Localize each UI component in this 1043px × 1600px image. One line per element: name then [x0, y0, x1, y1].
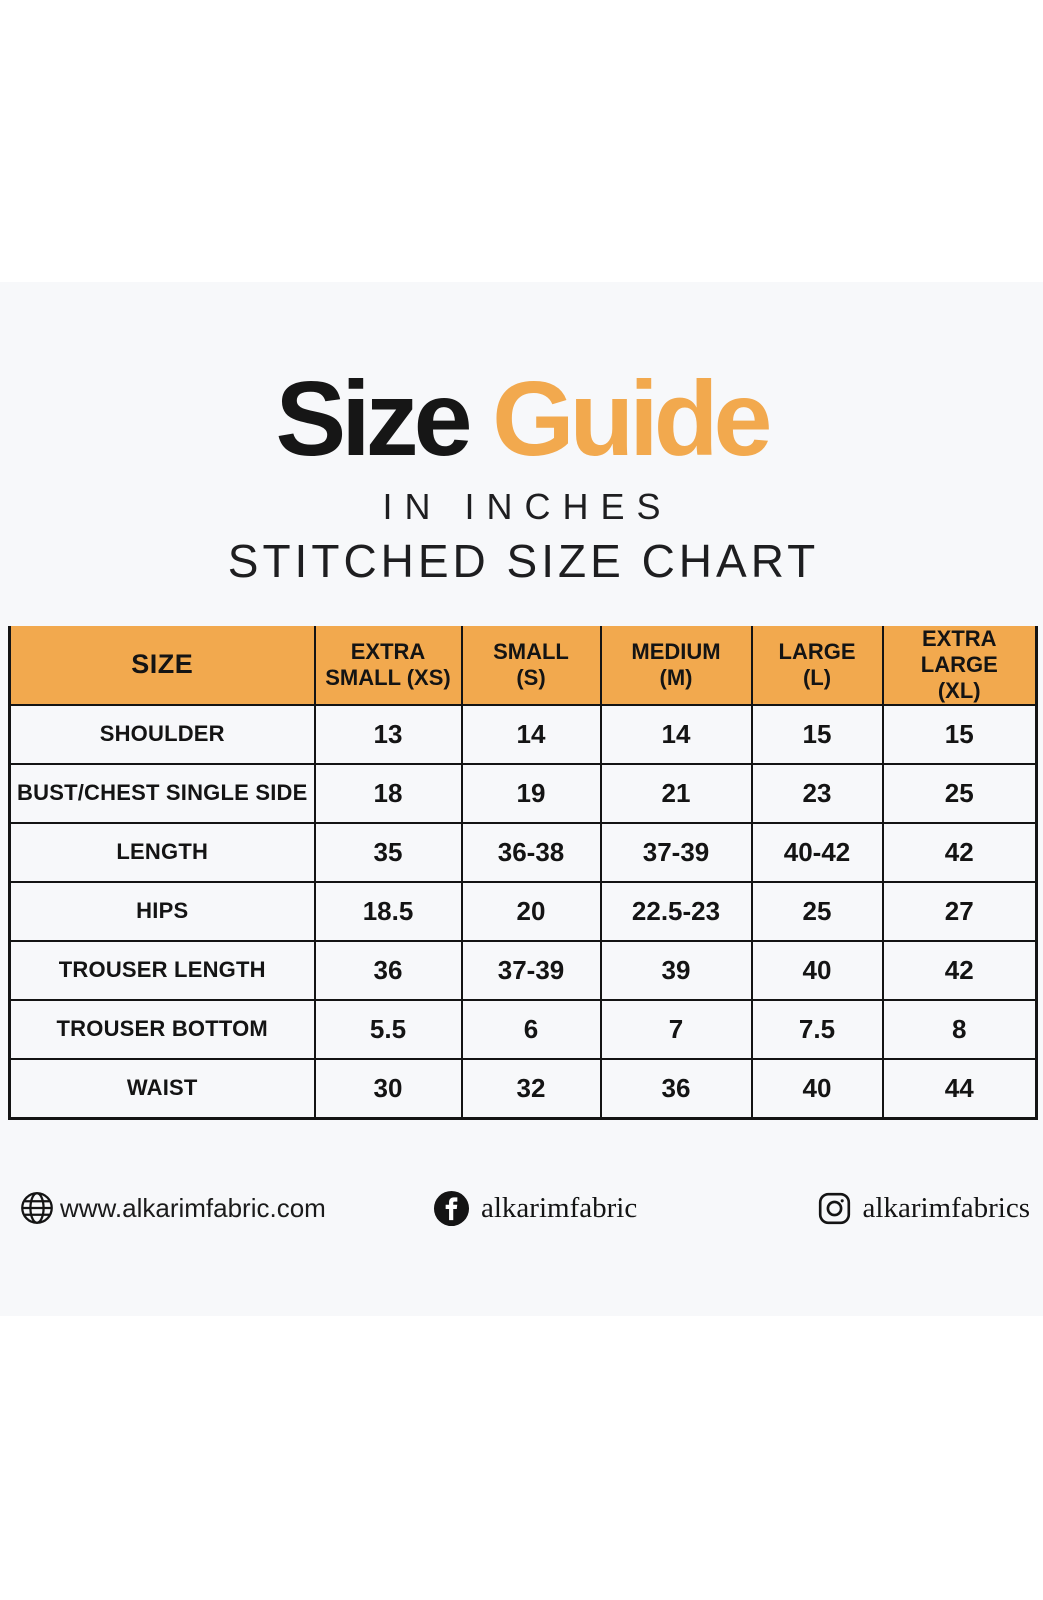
facebook-handle: alkarimfabric	[481, 1191, 638, 1224]
cell-value: 37-39	[460, 939, 602, 1001]
row-label: WAIST	[8, 1057, 316, 1120]
size-guide-poster: Size Guide IN INCHES STITCHED SIZE CHART…	[0, 282, 1043, 1316]
facebook-icon	[433, 1190, 470, 1226]
cell-value: 30	[313, 1057, 463, 1120]
table-row-trouser-length: TROUSER LENGTH 36 37-39 39 40 42	[8, 939, 1038, 1001]
col-header-medium: MEDIUM (M)	[599, 626, 753, 706]
instagram-icon	[818, 1192, 850, 1224]
cell-value: 5.5	[313, 998, 463, 1060]
cell-value: 21	[599, 762, 753, 824]
instagram-credit: alkarimfabrics	[818, 1186, 1030, 1230]
row-label: TROUSER LENGTH	[8, 939, 316, 1001]
cell-value: 40	[750, 1057, 884, 1120]
table-row-hips: HIPS 18.5 20 22.5-23 25 27	[8, 880, 1038, 942]
website-credit: www.alkarimfabric.com	[20, 1186, 326, 1230]
cell-value: 18	[313, 762, 463, 824]
subtitle-stitched-size-chart: STITCHED SIZE CHART	[227, 535, 820, 587]
globe-icon	[21, 1192, 53, 1224]
cell-value: 40-42	[750, 821, 884, 883]
cell-value: 36	[599, 1057, 753, 1120]
cell-value: 6	[460, 998, 602, 1060]
cell-value: 25	[881, 762, 1038, 824]
col-header-extra-large: EXTRA LARGE (XL)	[881, 626, 1038, 706]
cell-value: 42	[881, 821, 1038, 883]
title-word-guide: Guide	[492, 360, 772, 478]
cell-value: 44	[881, 1057, 1038, 1120]
cell-value: 20	[460, 880, 602, 942]
row-label: BUST/CHEST SINGLE SIDE	[8, 762, 316, 824]
website-url: www.alkarimfabric.com	[60, 1192, 326, 1223]
row-label: SHOULDER	[8, 703, 316, 765]
cell-value: 7	[599, 998, 753, 1060]
cell-value: 15	[881, 703, 1038, 765]
row-label: LENGTH	[8, 821, 316, 883]
cell-value: 36-38	[460, 821, 602, 883]
title-word-size: Size	[275, 360, 473, 478]
cell-value: 14	[599, 703, 753, 765]
cell-value: 39	[599, 939, 753, 1001]
cell-value: 18.5	[313, 880, 463, 942]
cell-value: 25	[750, 880, 884, 942]
table-row-length: LENGTH 35 36-38 37-39 40-42 42	[8, 821, 1038, 883]
cell-value: 22.5-23	[599, 880, 753, 942]
col-header-extra-small: EXTRA SMALL (XS)	[313, 626, 463, 706]
cell-value: 42	[881, 939, 1038, 1001]
cell-value: 14	[460, 703, 602, 765]
table-header-row: SIZE EXTRA SMALL (XS) SMALL (S) MEDIUM (…	[8, 626, 1038, 706]
cell-value: 35	[313, 821, 463, 883]
page-title: Size Guide	[0, 366, 1043, 472]
cell-value: 40	[750, 939, 884, 1001]
row-label: TROUSER BOTTOM	[8, 998, 316, 1060]
cell-value: 8	[881, 998, 1038, 1060]
cell-value: 7.5	[750, 998, 884, 1060]
cell-value: 32	[460, 1057, 602, 1120]
facebook-credit: alkarimfabric	[433, 1186, 637, 1230]
row-label: HIPS	[8, 880, 316, 942]
cell-value: 37-39	[599, 821, 753, 883]
size-chart-table: SIZE EXTRA SMALL (XS) SMALL (S) MEDIUM (…	[8, 626, 1038, 1120]
cell-value: 13	[313, 703, 463, 765]
table-row-bust-chest: BUST/CHEST SINGLE SIDE 18 19 21 23 25	[8, 762, 1038, 824]
instagram-handle: alkarimfabrics	[862, 1191, 1030, 1224]
col-header-large: LARGE (L)	[750, 626, 884, 706]
cell-value: 36	[313, 939, 463, 1001]
col-header-small: SMALL (S)	[460, 626, 602, 706]
cell-value: 15	[750, 703, 884, 765]
col-header-size: SIZE	[8, 626, 316, 706]
table-row-waist: WAIST 30 32 36 40 44	[8, 1057, 1038, 1120]
cell-value: 19	[460, 762, 602, 824]
subtitle-in-inches: IN INCHES	[382, 486, 673, 527]
cell-value: 23	[750, 762, 884, 824]
table-row-trouser-bottom: TROUSER BOTTOM 5.5 6 7 7.5 8	[8, 998, 1038, 1060]
table-row-shoulder: SHOULDER 13 14 14 15 15	[8, 703, 1038, 765]
cell-value: 27	[881, 880, 1038, 942]
